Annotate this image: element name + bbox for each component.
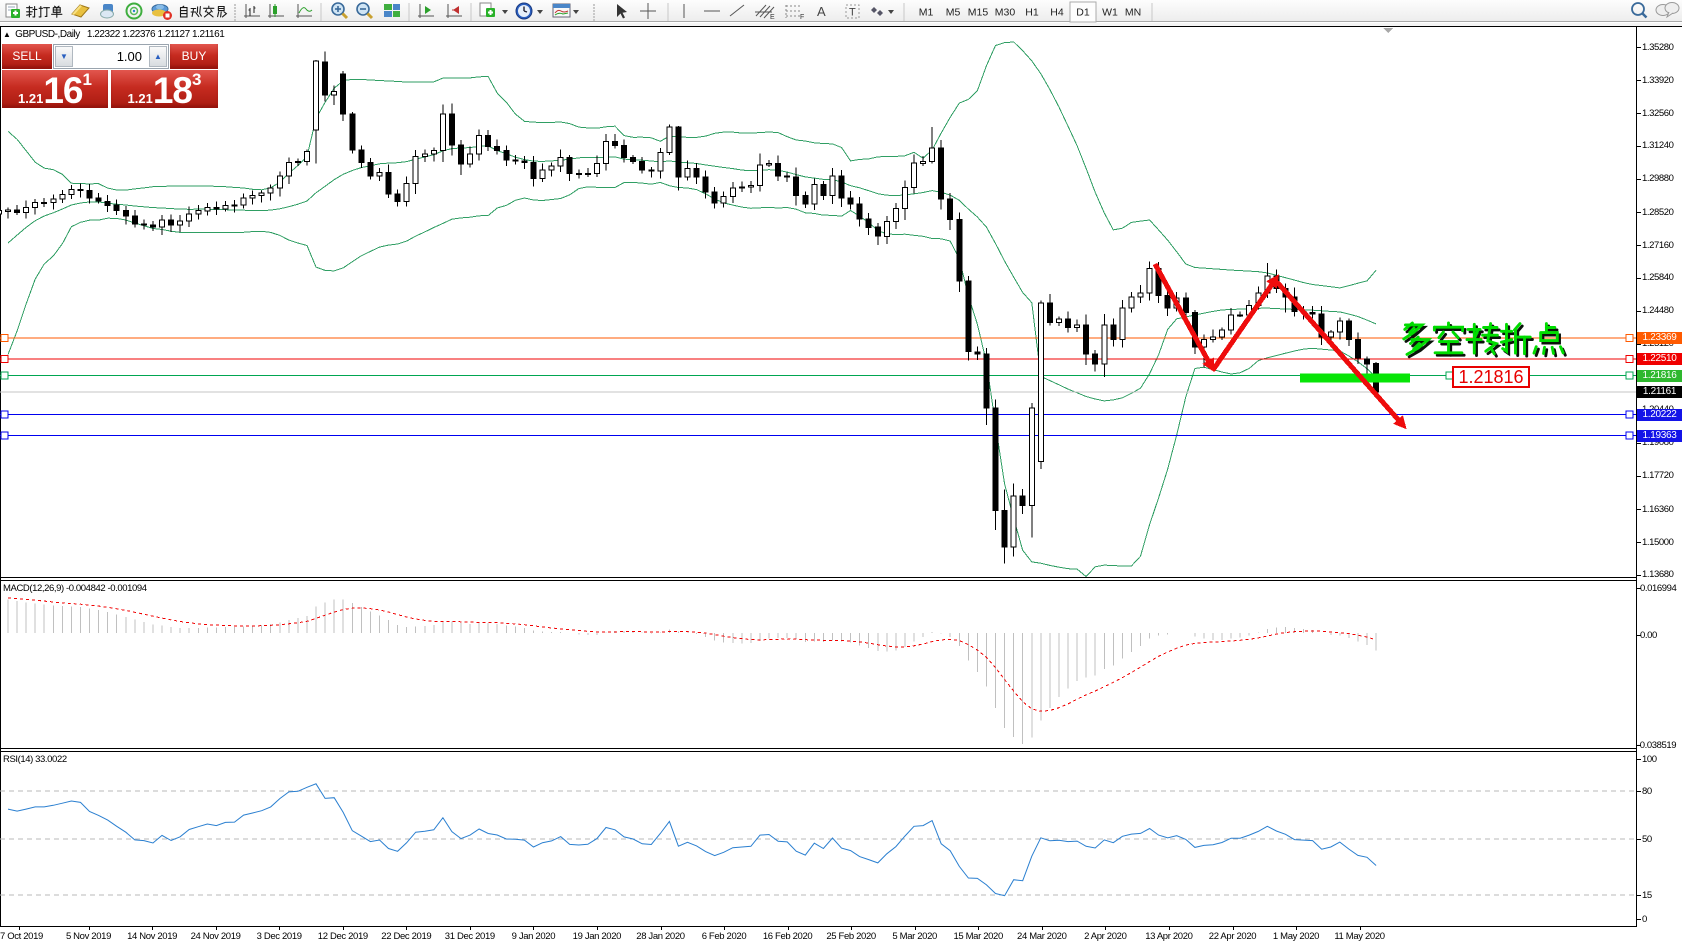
svg-text:M30: M30	[995, 7, 1016, 19]
svg-text:E: E	[770, 14, 775, 21]
svg-text:F: F	[800, 14, 804, 21]
svg-text:A: A	[817, 4, 826, 19]
svg-text:H4: H4	[1050, 7, 1064, 19]
svg-text:MN: MN	[1125, 7, 1141, 19]
svg-text:W1: W1	[1102, 7, 1118, 19]
svg-text:T: T	[849, 7, 856, 19]
svg-text:M5: M5	[946, 7, 961, 19]
svg-text:M1: M1	[919, 7, 934, 19]
svg-text:D1: D1	[1076, 7, 1090, 19]
svg-text:H1: H1	[1025, 7, 1039, 19]
svg-text:M15: M15	[968, 7, 989, 19]
